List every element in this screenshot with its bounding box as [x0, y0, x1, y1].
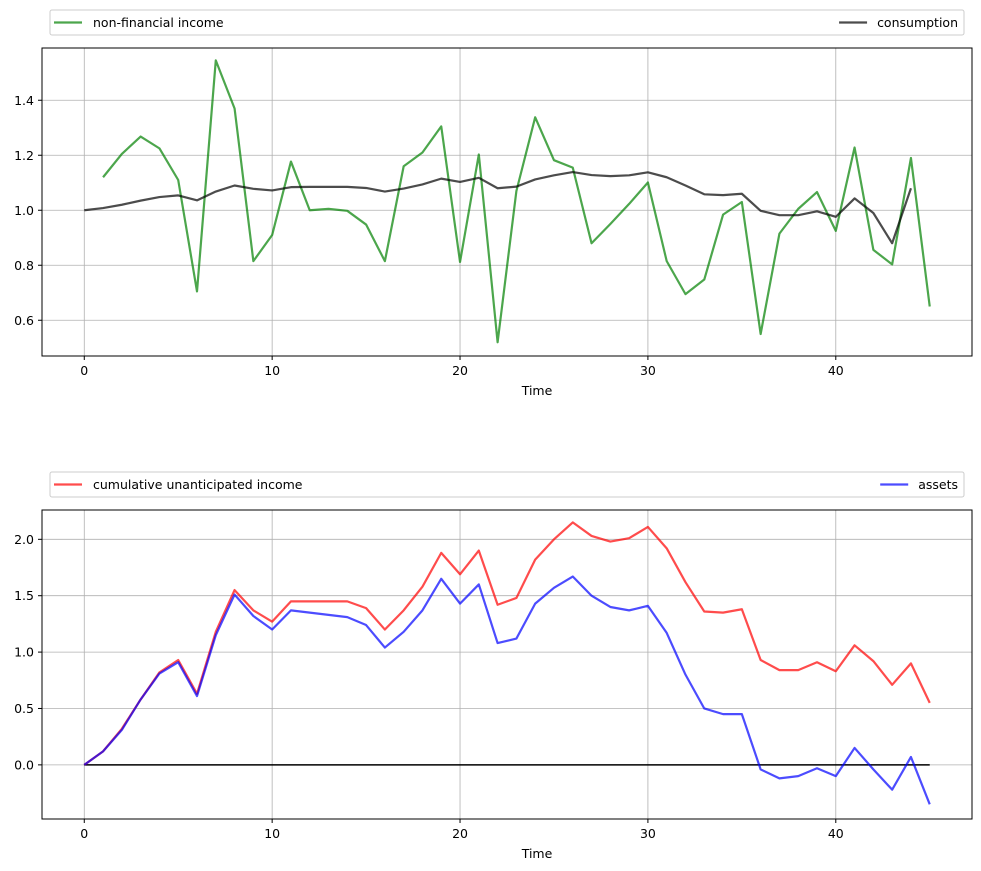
x-tick-label: 10 — [264, 826, 280, 841]
legend-box — [49, 9, 965, 36]
legend: cumulative unanticipated income assets — [49, 471, 965, 498]
y-tick-label: 0.5 — [14, 701, 34, 716]
x-tick-label: 10 — [264, 363, 280, 378]
x-tick-label: 40 — [828, 363, 844, 378]
x-tick-label: 0 — [80, 826, 88, 841]
series-line-assets — [83, 575, 931, 805]
legend: non-financial income consumption — [49, 9, 965, 36]
chart-panel-2: 0 10 20 30 40 0.0 0.5 1.0 1.5 2.0 Time cumulative u… — [14, 471, 973, 861]
chart-panel-1: 0 10 20 30 40 0.6 0.8 1.0 1.2 1.4 Time non-financia… — [14, 9, 973, 398]
plot-frame — [41, 47, 973, 357]
y-tick-label: 0.6 — [14, 313, 34, 328]
legend-entry-label: non-financial income — [93, 15, 224, 30]
legend-box — [49, 471, 965, 498]
series-line-consumption — [84, 170, 912, 245]
y-tick-label: 0.8 — [14, 258, 34, 273]
x-axis-label: Time — [521, 383, 553, 398]
legend-entry-label: assets — [918, 477, 958, 492]
x-tick-label: 0 — [80, 363, 88, 378]
y-tick-label: 1.5 — [14, 588, 34, 603]
y-tick-label: 0.0 — [14, 757, 34, 772]
y-tick-label: 1.4 — [14, 93, 34, 108]
plot-frame — [41, 509, 973, 820]
x-axis-label: Time — [521, 846, 553, 861]
y-tick-label: 1.2 — [14, 148, 34, 163]
series-line-non-financial-income — [102, 59, 931, 344]
x-tick-label: 40 — [828, 826, 844, 841]
legend-entry-label: consumption — [877, 15, 958, 30]
y-tick-label: 1.0 — [14, 645, 34, 660]
x-tick-label: 20 — [452, 826, 468, 841]
y-tick-label: 1.0 — [14, 203, 34, 218]
x-tick-label: 30 — [640, 363, 656, 378]
x-tick-label: 20 — [452, 363, 468, 378]
x-tick-label: 30 — [640, 826, 656, 841]
y-tick-label: 2.0 — [14, 532, 34, 547]
legend-entry-label: cumulative unanticipated income — [93, 477, 303, 492]
series-line-cumulative-unanticipated-income — [83, 521, 931, 766]
